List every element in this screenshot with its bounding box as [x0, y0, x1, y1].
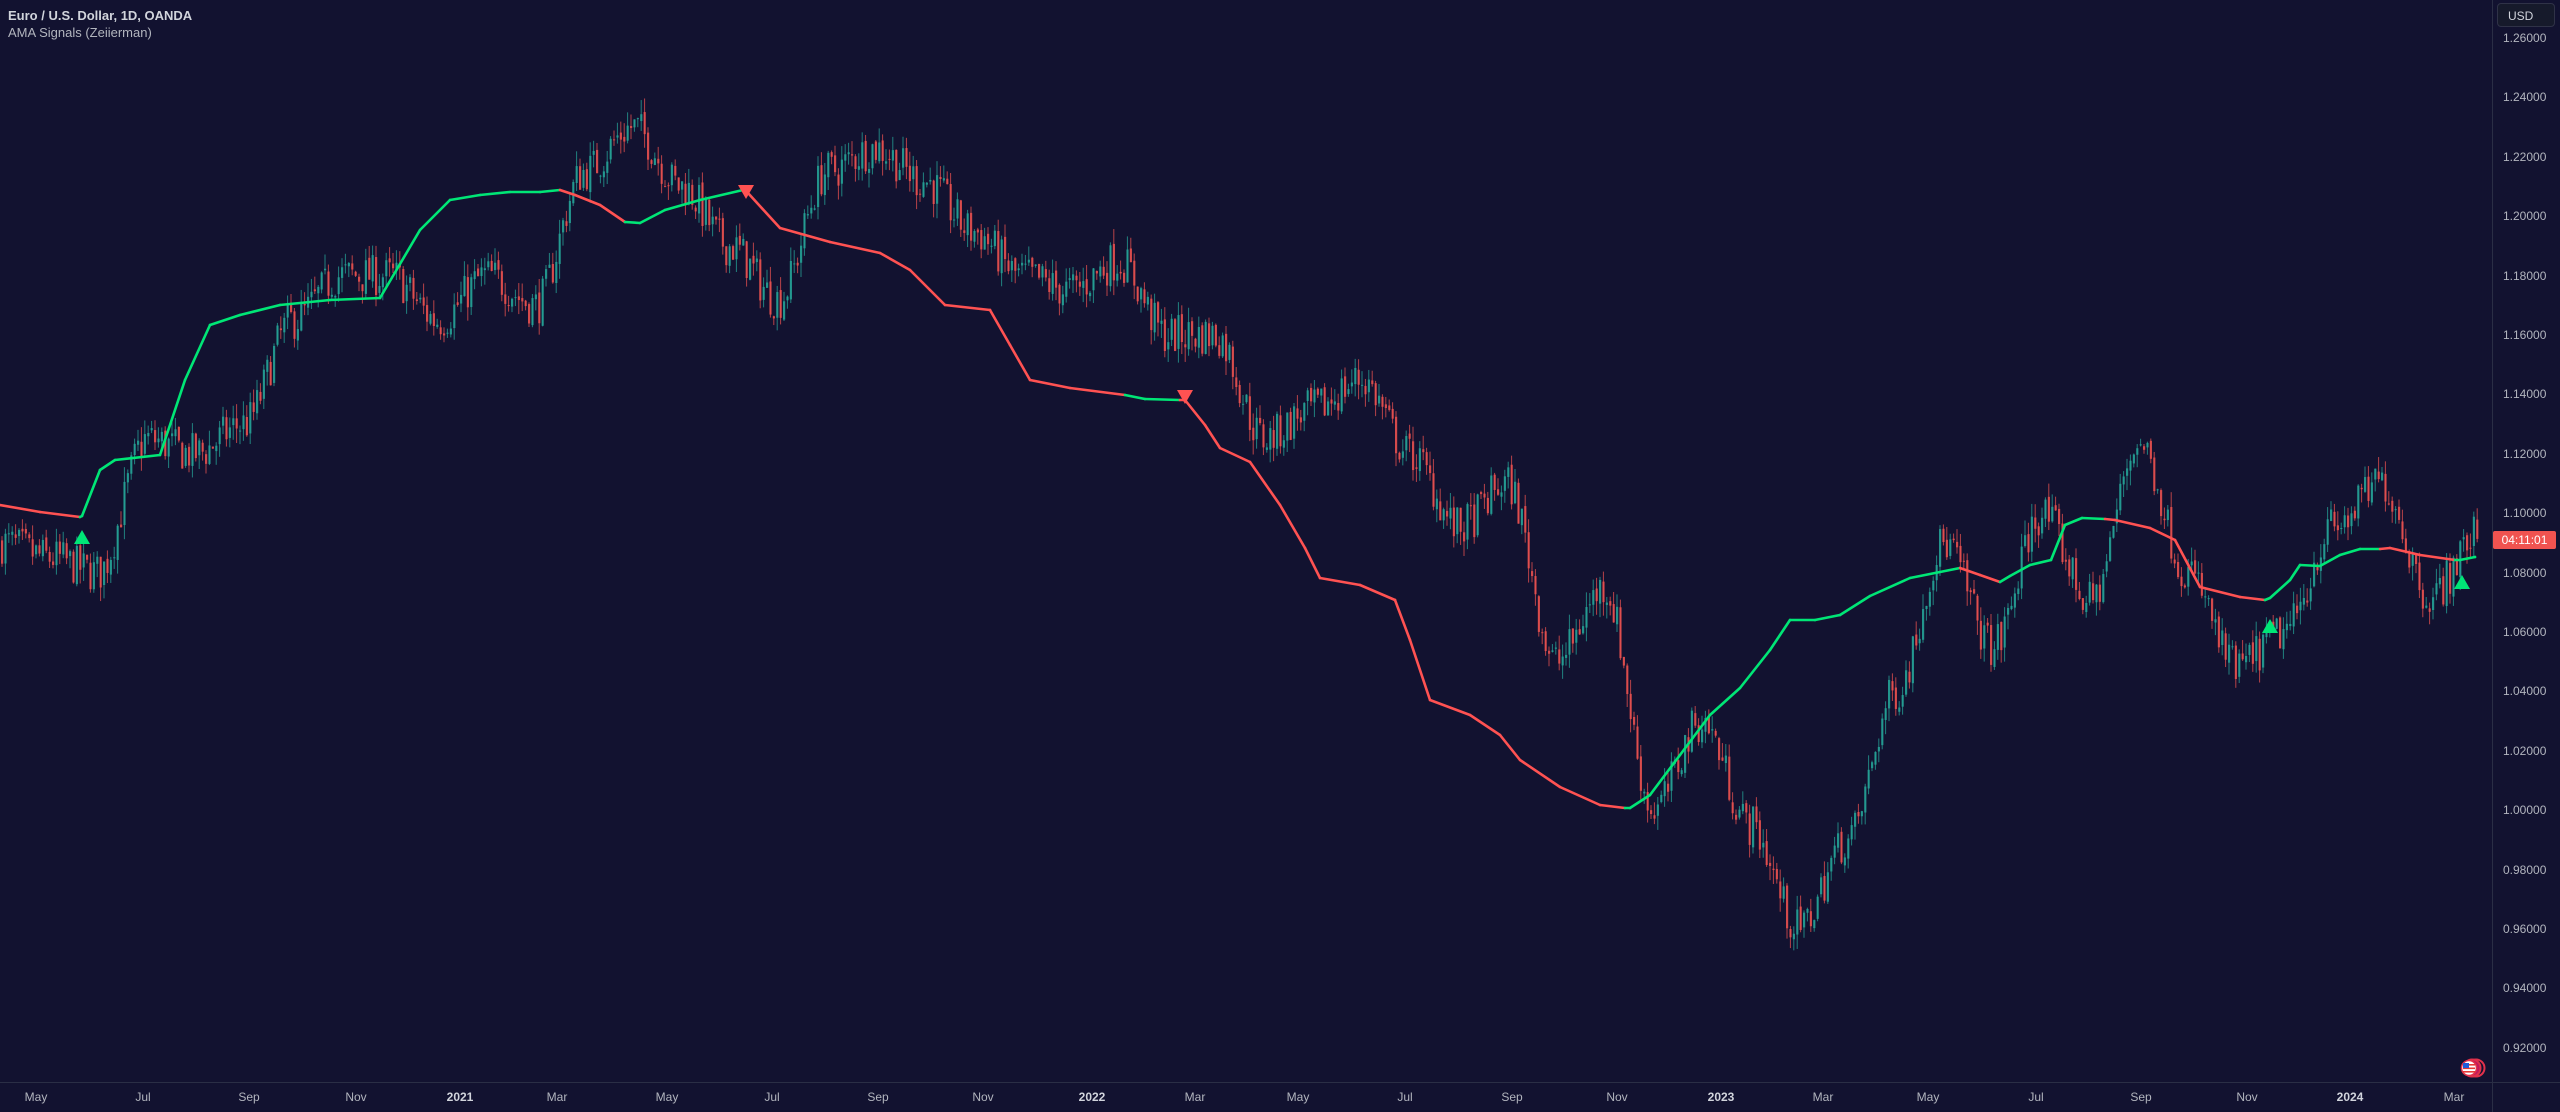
time-tick-label: Nov — [2236, 1090, 2258, 1104]
price-tick-label: 1.08000 — [2503, 565, 2547, 580]
time-axis[interactable]: May Jul Sep Nov 2021 Mar May Jul Sep Nov 2022 Mar Ma… — [0, 1082, 2492, 1112]
time-tick-label: 2021 — [446, 1090, 474, 1104]
price-tick-label: 1.10000 — [2503, 506, 2547, 521]
price-tick-label: 0.98000 — [2503, 862, 2547, 877]
price-tick-label: 1.12000 — [2503, 446, 2547, 461]
time-tick-label: Nov — [1606, 1090, 1628, 1104]
signal-markers — [74, 185, 2470, 633]
axis-corner — [2492, 1082, 2560, 1112]
price-tick-label: 1.02000 — [2503, 743, 2547, 758]
price-tick-label: 1.22000 — [2503, 149, 2547, 164]
time-tick-label: May — [24, 1090, 48, 1104]
time-tick-label: Nov — [345, 1090, 367, 1104]
time-tick-label: Sep — [238, 1090, 260, 1104]
time-tick-label: Sep — [1501, 1090, 1523, 1104]
time-tick-label: Jul — [1397, 1090, 1413, 1104]
price-tick-label: 1.20000 — [2503, 209, 2547, 224]
time-tick-label: May — [1916, 1090, 1940, 1104]
price-tick-label: 1.04000 — [2503, 684, 2547, 699]
price-chart-canvas[interactable] — [0, 0, 2492, 1082]
buy-signal-triangle-up-icon — [74, 530, 90, 544]
time-tick-label: May — [1286, 1090, 1310, 1104]
price-tick-label: 1.06000 — [2503, 625, 2547, 639]
price-tick-label: 1.24000 — [2503, 90, 2547, 105]
time-tick-label: 2022 — [1078, 1090, 1106, 1104]
time-tick-label: Nov — [972, 1090, 994, 1104]
time-tick-label: Mar — [1812, 1090, 1834, 1104]
chart-legend: Euro / U.S. Dollar, 1D, OANDA AMA Signal… — [8, 7, 192, 41]
time-tick-label: Jul — [2028, 1090, 2044, 1104]
time-tick-label: Sep — [2130, 1090, 2152, 1104]
price-tick-label: 1.26000 — [2503, 31, 2547, 45]
time-tick-label: 2024 — [2336, 1090, 2364, 1104]
ama-line — [0, 188, 2477, 810]
price-tick-label: 0.94000 — [2503, 981, 2547, 996]
buy-signal-triangle-up-icon — [2262, 619, 2278, 633]
symbol-title[interactable]: Euro / U.S. Dollar, 1D, OANDA — [8, 8, 193, 23]
price-tick-label: 1.14000 — [2503, 387, 2547, 402]
time-tick-label: Jul — [135, 1090, 151, 1104]
price-tick-label: 1.18000 — [2503, 268, 2547, 283]
buy-signal-triangle-up-icon — [2454, 575, 2470, 589]
indicator-title[interactable]: AMA Signals (Zeiierman) — [8, 25, 152, 40]
time-tick-label: 2023 — [1707, 1090, 1735, 1104]
sell-signal-triangle-down-icon — [738, 185, 754, 199]
currency-button[interactable]: USD — [2497, 3, 2555, 27]
us-flag-event-icon[interactable] — [2458, 1058, 2488, 1078]
price-tick-label: 0.92000 — [2503, 1040, 2547, 1055]
time-tick-label: Mar — [2443, 1090, 2465, 1104]
chart-pane[interactable]: Euro / U.S. Dollar, 1D, OANDA AMA Signal… — [0, 0, 2492, 1082]
price-tick-label: 1.16000 — [2503, 328, 2547, 342]
time-tick-label: Mar — [1184, 1090, 1206, 1104]
candlestick-series — [1, 98, 2479, 951]
time-tick-label: May — [655, 1090, 679, 1104]
price-tick-label: 1.00000 — [2503, 803, 2547, 818]
time-tick-label: Jul — [764, 1090, 780, 1104]
time-tick-label: Sep — [867, 1090, 889, 1104]
price-tick-label: 0.96000 — [2503, 922, 2547, 936]
sell-signal-triangle-down-icon — [1177, 390, 1193, 404]
time-tick-label: Mar — [546, 1090, 568, 1104]
bar-countdown-label: 04:11:01 — [2493, 530, 2556, 549]
